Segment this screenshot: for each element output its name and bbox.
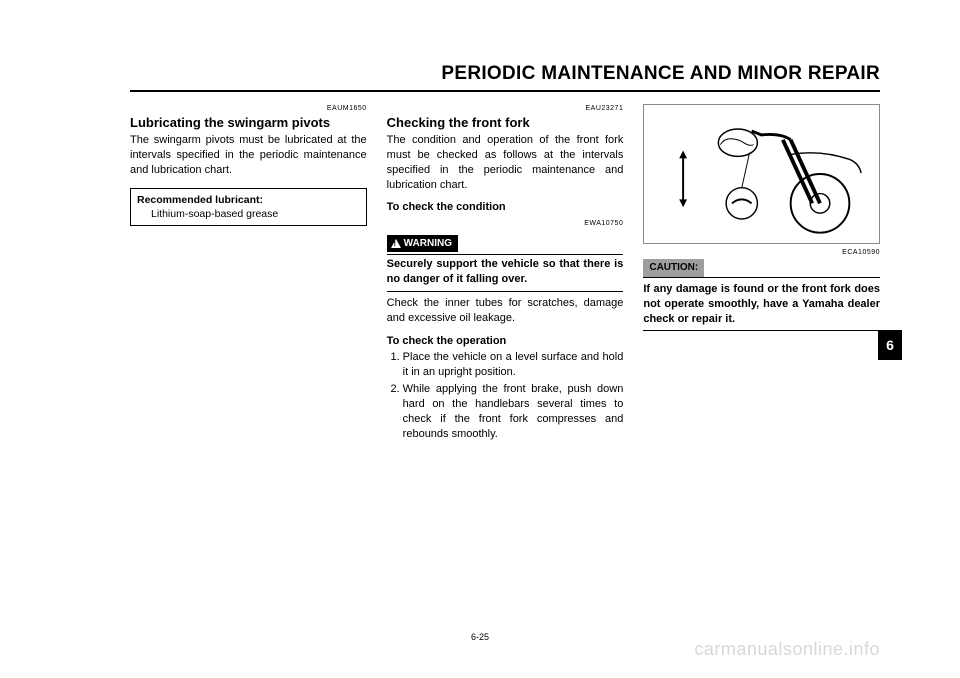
caution-text: If any damage is found or the front fork… <box>643 282 880 327</box>
ref-code: EAUM1650 <box>130 104 367 113</box>
watermark: carmanualsonline.info <box>694 639 880 660</box>
body-text: Check the inner tubes for scratches, dam… <box>387 296 624 326</box>
box-label: Recommended lubricant: <box>137 193 360 207</box>
page-title: PERIODIC MAINTENANCE AND MINOR REPAIR <box>441 63 880 85</box>
motorcycle-fork-svg <box>644 105 879 243</box>
ref-code: EWA10750 <box>387 219 624 228</box>
warning-bar: WARNING <box>387 235 624 256</box>
ref-code: EAU23271 <box>387 104 624 113</box>
manual-page: PERIODIC MAINTENANCE AND MINOR REPAIR EA… <box>0 0 960 678</box>
warning-icon <box>391 239 401 248</box>
section-tab: 6 <box>878 330 902 360</box>
column-1: EAUM1650 Lubricating the swingarm pivots… <box>130 104 367 618</box>
body-text: The condition and operation of the front… <box>387 133 624 192</box>
section-heading: Checking the front fork <box>387 115 624 131</box>
box-value: Lithium-soap-based grease <box>137 207 360 221</box>
steps-list: Place the vehicle on a level surface and… <box>387 350 624 441</box>
warning-text: Securely support the vehicle so that the… <box>387 257 624 287</box>
warning-label: WARNING <box>404 237 452 251</box>
warning-badge: WARNING <box>387 235 458 253</box>
list-item: While applying the front brake, push dow… <box>403 382 624 441</box>
sub-heading: To check the condition <box>387 200 624 215</box>
section-heading: Lubricating the swingarm pivots <box>130 115 367 131</box>
lubricant-box: Recommended lubricant: Lithium-soap-base… <box>130 188 367 226</box>
column-2: EAU23271 Checking the front fork The con… <box>387 104 624 618</box>
title-rule <box>130 90 880 92</box>
fork-illustration <box>643 104 880 244</box>
content-columns: EAUM1650 Lubricating the swingarm pivots… <box>130 104 880 618</box>
list-item: Place the vehicle on a level surface and… <box>403 350 624 380</box>
column-3: ECA10590 CAUTION: If any damage is found… <box>643 104 880 618</box>
sub-heading: To check the operation <box>387 334 624 349</box>
body-text: The swingarm pivots must be lubricated a… <box>130 133 367 178</box>
caution-bar: CAUTION: <box>643 259 880 278</box>
caution-badge: CAUTION: <box>643 259 704 277</box>
ref-code: ECA10590 <box>643 248 880 257</box>
rule <box>387 291 624 292</box>
rule <box>643 330 880 331</box>
